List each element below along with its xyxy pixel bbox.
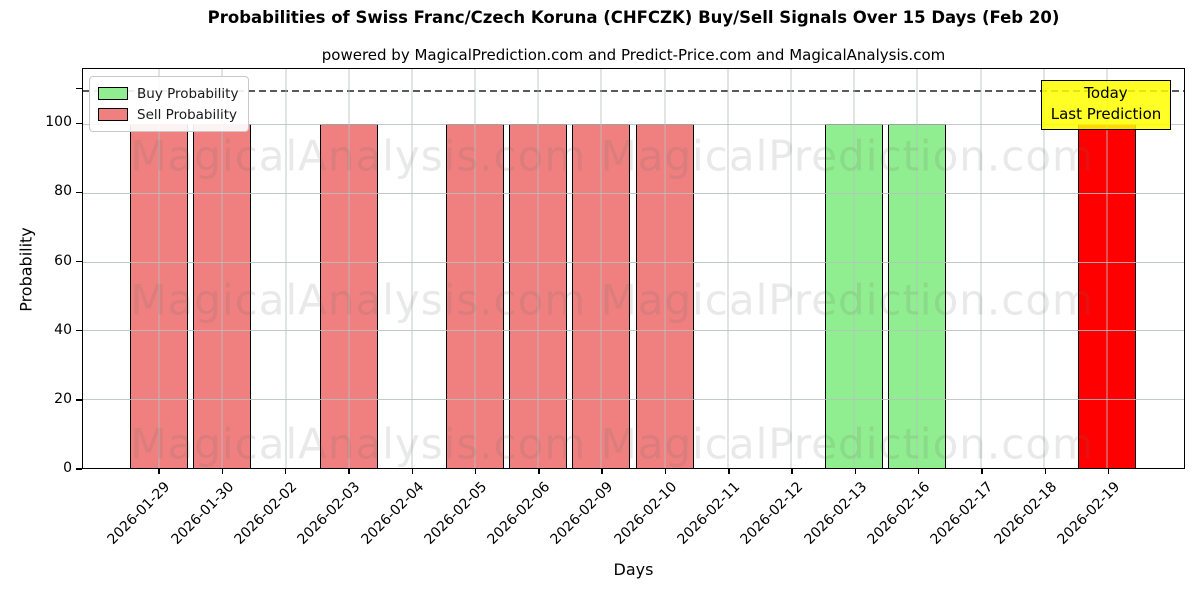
y-tick-label: 80 xyxy=(54,183,72,200)
x-tick-mark xyxy=(601,469,603,474)
gridline-vertical xyxy=(411,69,413,468)
y-tick-mark xyxy=(76,468,82,470)
x-tick-label: 2026-02-09 xyxy=(547,479,617,548)
x-tick-mark xyxy=(728,469,730,474)
gridline-horizontal xyxy=(83,399,1184,401)
gridline-vertical xyxy=(348,69,350,468)
x-tick-label: 2026-02-13 xyxy=(801,479,870,548)
today-annotation: Today Last Prediction xyxy=(1041,80,1171,130)
y-tick-label: 60 xyxy=(54,252,72,269)
chart-subtitle: powered by MagicalPrediction.com and Pre… xyxy=(321,46,946,64)
x-tick-label: 2026-01-30 xyxy=(168,479,237,548)
y-tick-label: 0 xyxy=(63,460,72,476)
legend: Buy Probability Sell Probability xyxy=(89,76,250,132)
x-tick-label: 2026-02-06 xyxy=(484,479,554,548)
x-tick-label: 2026-02-16 xyxy=(864,479,934,548)
y-tick-mark xyxy=(76,122,82,125)
x-tick-label: 2026-02-19 xyxy=(1054,479,1124,548)
gridline-vertical xyxy=(158,69,160,468)
x-tick-label: 2026-02-11 xyxy=(674,479,744,548)
legend-label-sell: Sell Probability xyxy=(137,106,238,123)
gridline-vertical xyxy=(727,69,729,468)
x-tick-mark xyxy=(284,469,287,474)
gridline-vertical xyxy=(1043,69,1045,468)
gridline-horizontal xyxy=(83,192,1184,194)
today-annotation-line2: Last Prediction xyxy=(1050,105,1162,123)
gridline-vertical xyxy=(980,69,982,468)
gridline-vertical xyxy=(600,69,602,468)
x-tick-mark xyxy=(664,469,667,474)
legend-label-buy: Buy Probability xyxy=(137,85,239,102)
plot-area: MagicalAnalysis.com MagicalPrediction.co… xyxy=(82,68,1185,469)
x-tick-label: 2026-02-02 xyxy=(231,479,301,548)
x-tick-mark xyxy=(917,469,920,474)
today-annotation-line1: Today xyxy=(1084,84,1128,102)
y-tick-mark xyxy=(76,191,82,194)
x-tick-label: 2026-02-05 xyxy=(421,479,491,548)
gridline-vertical xyxy=(474,69,476,468)
gridline-vertical xyxy=(1106,69,1108,468)
threshold-dashed-line xyxy=(83,89,1184,92)
x-tick-label: 2026-02-17 xyxy=(927,479,997,548)
x-tick-mark xyxy=(221,469,224,474)
x-tick-mark xyxy=(348,469,350,474)
x-tick-label: 2026-02-18 xyxy=(990,479,1060,548)
gridline-vertical xyxy=(790,69,792,468)
y-tick-mark xyxy=(76,329,82,332)
x-tick-mark xyxy=(1107,469,1110,474)
x-tick-mark xyxy=(981,469,983,474)
x-tick-mark xyxy=(538,469,540,474)
y-tick-label: 100 xyxy=(45,114,72,131)
gridline-vertical xyxy=(916,69,918,468)
x-axis-label: Days xyxy=(613,560,654,579)
legend-swatch-buy xyxy=(98,87,128,100)
x-tick-label: 2026-02-12 xyxy=(737,479,807,548)
gridline-vertical xyxy=(853,69,855,468)
x-tick-mark xyxy=(854,469,857,474)
y-tick-label: 20 xyxy=(54,390,72,407)
gridline-vertical xyxy=(221,69,223,468)
x-tick-label: 2026-02-10 xyxy=(611,479,681,548)
gridline-horizontal xyxy=(83,124,1184,126)
x-tick-mark xyxy=(158,469,160,474)
x-tick-label: 2026-02-03 xyxy=(294,479,364,548)
y-tick-mark xyxy=(76,260,82,263)
chart-title: Probabilities of Swiss Franc/Czech Korun… xyxy=(207,8,1060,27)
legend-swatch-sell xyxy=(98,108,128,121)
x-tick-mark xyxy=(411,469,414,474)
x-tick-label: 2026-02-04 xyxy=(357,479,427,548)
y-axis-label: Probability xyxy=(16,227,36,312)
x-tick-label: 2026-01-29 xyxy=(104,479,174,548)
x-tick-mark xyxy=(474,469,477,474)
x-tick-mark xyxy=(791,469,793,474)
y-tick-mark-threshold xyxy=(76,87,82,90)
gridline-vertical xyxy=(664,69,666,468)
gridline-vertical xyxy=(537,69,539,468)
legend-item-sell: Sell Probability xyxy=(98,104,238,125)
x-tick-mark xyxy=(1044,469,1047,474)
y-tick-mark xyxy=(76,399,82,401)
y-tick-label: 40 xyxy=(54,321,72,338)
gridline-horizontal xyxy=(83,330,1184,332)
legend-item-buy: Buy Probability xyxy=(98,83,238,104)
gridline-vertical xyxy=(285,69,287,468)
gridline-horizontal xyxy=(83,261,1184,263)
